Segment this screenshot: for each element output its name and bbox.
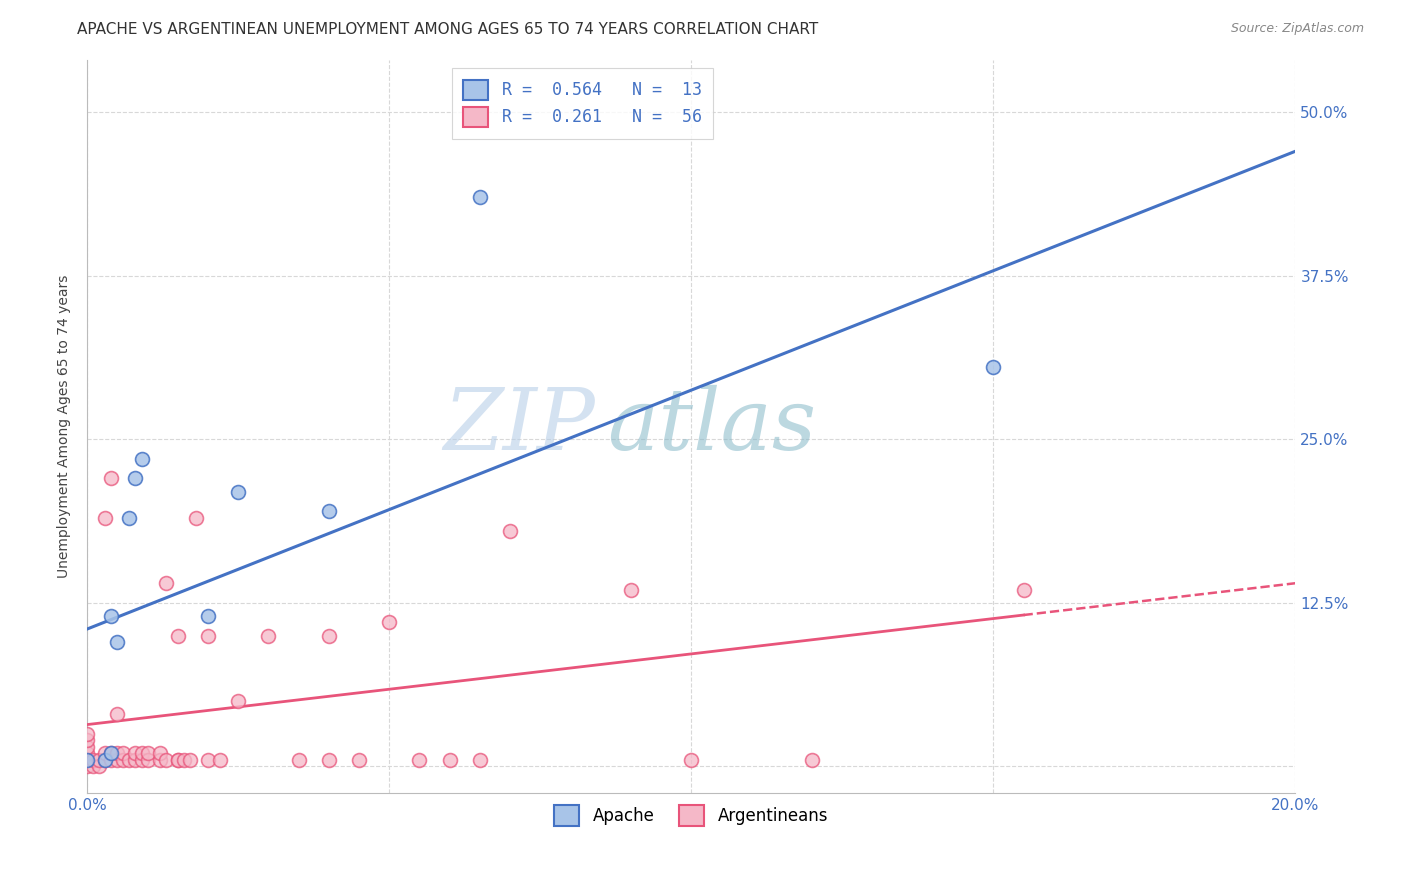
- Point: [620, 582, 643, 597]
- Point: [131, 753, 153, 767]
- Point: [197, 609, 219, 624]
- Point: [131, 747, 153, 761]
- Point: [801, 753, 824, 767]
- Point: [226, 484, 249, 499]
- Point: [439, 753, 461, 767]
- Text: APACHE VS ARGENTINEAN UNEMPLOYMENT AMONG AGES 65 TO 74 YEARS CORRELATION CHART: APACHE VS ARGENTINEAN UNEMPLOYMENT AMONG…: [77, 22, 818, 37]
- Point: [136, 747, 159, 761]
- Point: [94, 510, 117, 524]
- Point: [100, 747, 122, 761]
- Point: [94, 753, 117, 767]
- Point: [468, 190, 491, 204]
- Point: [149, 747, 172, 761]
- Point: [105, 747, 128, 761]
- Point: [287, 753, 309, 767]
- Point: [983, 360, 1005, 375]
- Point: [166, 753, 188, 767]
- Point: [197, 753, 219, 767]
- Point: [197, 629, 219, 643]
- Point: [118, 753, 141, 767]
- Point: [149, 753, 172, 767]
- Point: [318, 753, 340, 767]
- Point: [100, 747, 122, 761]
- Point: [184, 510, 207, 524]
- Point: [76, 727, 98, 741]
- Point: [257, 629, 280, 643]
- Point: [118, 510, 141, 524]
- Point: [76, 753, 98, 767]
- Point: [89, 759, 111, 773]
- Point: [100, 753, 122, 767]
- Point: [76, 733, 98, 747]
- Point: [82, 753, 104, 767]
- Text: Source: ZipAtlas.com: Source: ZipAtlas.com: [1230, 22, 1364, 36]
- Point: [347, 753, 370, 767]
- Point: [76, 759, 98, 773]
- Point: [76, 739, 98, 754]
- Point: [155, 753, 177, 767]
- Point: [112, 747, 135, 761]
- Point: [318, 629, 340, 643]
- Point: [681, 753, 703, 767]
- Point: [1012, 582, 1035, 597]
- Point: [82, 759, 104, 773]
- Point: [408, 753, 430, 767]
- Point: [124, 753, 146, 767]
- Point: [100, 471, 122, 485]
- Point: [105, 707, 128, 722]
- Point: [76, 747, 98, 761]
- Point: [136, 753, 159, 767]
- Point: [179, 753, 201, 767]
- Point: [76, 753, 98, 767]
- Point: [226, 694, 249, 708]
- Point: [89, 753, 111, 767]
- Point: [124, 471, 146, 485]
- Point: [155, 576, 177, 591]
- Point: [105, 753, 128, 767]
- Point: [499, 524, 522, 538]
- Point: [112, 753, 135, 767]
- Legend: Apache, Argentineans: Apache, Argentineans: [544, 796, 838, 836]
- Text: atlas: atlas: [607, 384, 815, 467]
- Point: [94, 753, 117, 767]
- Point: [209, 753, 232, 767]
- Point: [131, 451, 153, 466]
- Point: [166, 629, 188, 643]
- Point: [124, 747, 146, 761]
- Text: ZIP: ZIP: [443, 384, 595, 467]
- Point: [378, 615, 401, 630]
- Point: [94, 747, 117, 761]
- Point: [468, 753, 491, 767]
- Point: [318, 504, 340, 518]
- Point: [105, 635, 128, 649]
- Point: [100, 609, 122, 624]
- Point: [173, 753, 195, 767]
- Point: [166, 753, 188, 767]
- Y-axis label: Unemployment Among Ages 65 to 74 years: Unemployment Among Ages 65 to 74 years: [58, 275, 72, 578]
